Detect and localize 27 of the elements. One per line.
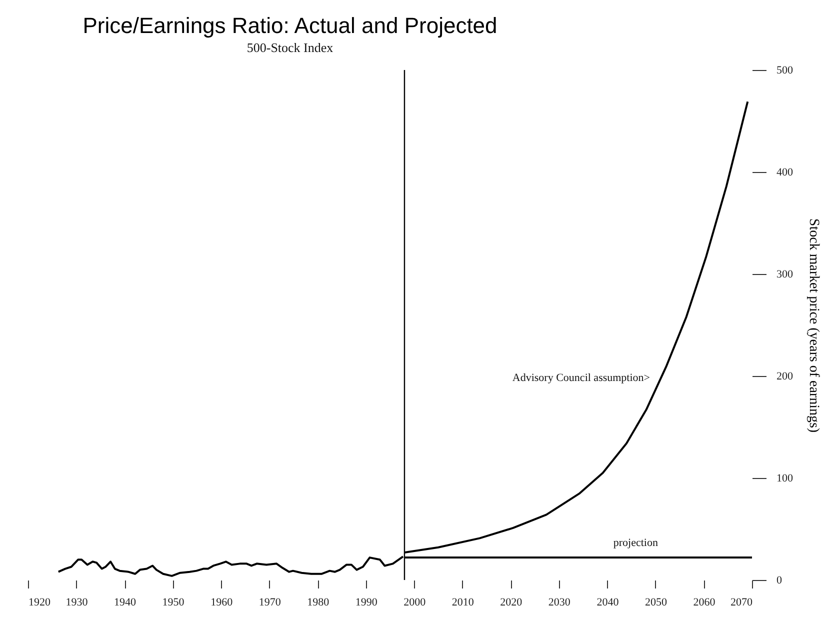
x-tick-label: 1930 (66, 596, 88, 608)
x-tick-label: 2000 (404, 596, 426, 608)
y-tick-label: 100 (776, 472, 794, 484)
x-tick-label: 2070 (730, 596, 753, 608)
y-axis-title: Stock market price (years of earnings) (806, 218, 821, 433)
x-tick-label: 1940 (114, 596, 137, 608)
x-tick-label: 2030 (548, 596, 571, 608)
annotation: Advisory Council assumption> (512, 372, 650, 384)
x-tick-label: 1990 (355, 596, 378, 608)
x-tick-label: 2020 (500, 596, 523, 608)
x-tick-label: 1920 (28, 596, 51, 608)
y-tick-label: 300 (776, 268, 794, 280)
x-tick-label: 2010 (452, 596, 474, 608)
y-tick-label: 400 (776, 166, 794, 178)
x-tick-label: 1980 (307, 596, 330, 608)
x-tick-label: 1960 (210, 596, 234, 608)
y-tick-label: 0 (776, 574, 782, 586)
y-tick-label: 500 (776, 64, 794, 76)
x-tick-label: 1970 (258, 596, 282, 608)
x-tick-label: 1950 (162, 596, 185, 608)
x-tick-label: 2050 (644, 596, 668, 608)
chart-title: Price/Earnings Ratio: Actual and Projected (82, 13, 498, 38)
annotation: projection (613, 537, 658, 549)
x-tick-label: 2060 (693, 596, 716, 608)
x-tick-label: 2040 (596, 596, 620, 608)
y-tick-label: 200 (776, 370, 794, 382)
chart-subtitle: 500-Stock Index (246, 40, 334, 55)
